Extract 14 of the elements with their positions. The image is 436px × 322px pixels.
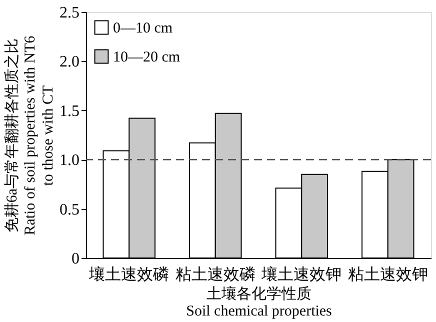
y-tick-label: 0.5 [60, 201, 80, 218]
y-tick-label: 2.5 [60, 4, 80, 22]
legend-label: 10—20 cm [113, 50, 180, 66]
y-tick-label: 1.0 [60, 152, 80, 170]
x-tick-label: 壤土速效钾 [260, 266, 342, 284]
y-tick-label: 1.5 [60, 102, 80, 120]
y-tick-label: 2.0 [60, 54, 80, 71]
x-tick-label: 粘土速效钾 [348, 266, 428, 284]
x-tick-label: 壤土速效磷 [88, 266, 170, 284]
legend-label: 0—10 cm [113, 20, 173, 36]
x-axis-title: 土壤各化学性质 Soil chemical properties [186, 286, 332, 320]
x-tick-label: 粘土速效磷 [175, 266, 256, 284]
y-axis-title: 免耕6a与常年翻耕各性质之比 Ratio of soil properties with NT6 to those with CT [4, 35, 56, 236]
y-tick-label: 0 [72, 250, 80, 268]
